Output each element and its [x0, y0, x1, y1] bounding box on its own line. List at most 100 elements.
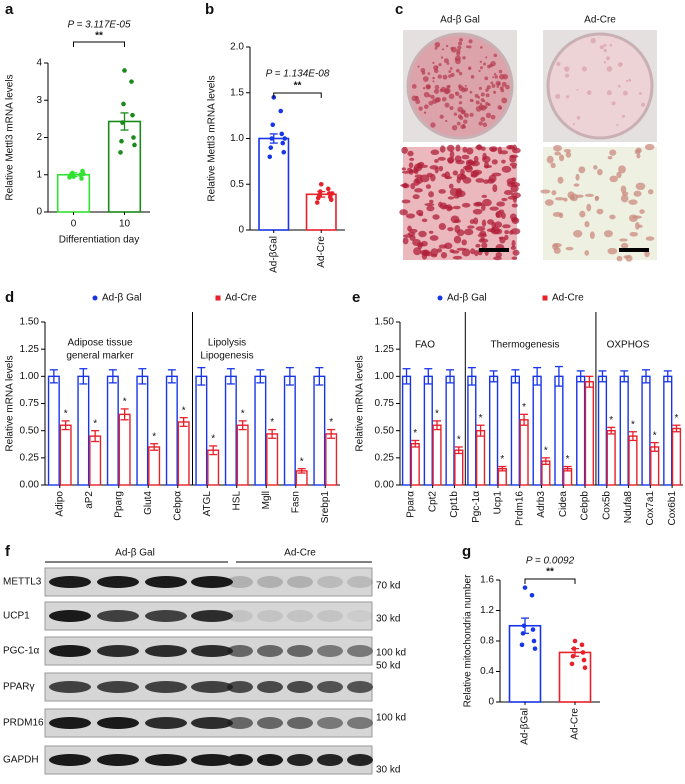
bar: [510, 375, 520, 486]
stain: [464, 84, 467, 87]
cell: [473, 217, 479, 225]
stain: [499, 73, 505, 80]
data-point: [267, 154, 273, 160]
cell: [405, 213, 416, 219]
cell: [629, 231, 639, 237]
stain: [417, 65, 420, 68]
stain: [415, 99, 421, 105]
bar: [519, 419, 529, 486]
stain: [606, 56, 610, 61]
cell: [507, 195, 518, 200]
cell: [575, 194, 584, 198]
y-tick-label: 1.00: [375, 371, 395, 382]
error-bar: [650, 441, 659, 452]
sig-bracket: [73, 41, 125, 47]
stain: [468, 45, 472, 49]
stain: [430, 122, 436, 128]
error-bar: [209, 445, 218, 456]
stain: [621, 114, 626, 118]
stain: [490, 81, 494, 85]
error-bar: [150, 443, 159, 451]
stain: [464, 113, 469, 118]
band: [97, 645, 139, 657]
cell: [436, 248, 443, 253]
stain: [458, 84, 462, 89]
stain: [451, 124, 458, 131]
cell: [546, 155, 554, 164]
x-tick-label: Cox5b: [601, 491, 612, 520]
cell: [401, 146, 408, 154]
cell: [473, 155, 479, 163]
stain: [606, 90, 612, 96]
cell: [554, 151, 561, 156]
stain: [435, 65, 439, 69]
band: [257, 645, 283, 657]
data-point: [581, 657, 587, 663]
band: [97, 754, 139, 766]
cell: [461, 239, 467, 246]
cell: [504, 230, 510, 235]
cell: [578, 166, 586, 174]
cell: [633, 190, 642, 197]
cell: [620, 194, 629, 203]
data-point: [531, 638, 537, 644]
cell: [438, 189, 446, 194]
cell: [489, 146, 498, 152]
stain: [434, 41, 441, 48]
cell: [504, 234, 509, 241]
stain: [479, 102, 483, 106]
bar: [148, 446, 161, 486]
bar: [401, 375, 412, 486]
cell: [438, 244, 448, 249]
cell: [418, 230, 427, 238]
error-bar: [138, 368, 147, 385]
x-axis-title: Differentiation day: [59, 235, 139, 246]
group-label: Lipogenesis: [200, 351, 253, 362]
cell: [609, 149, 617, 156]
significance: *: [479, 413, 483, 424]
x-tick-label: Pgc-1α: [471, 491, 482, 523]
row-label: PRDM16: [3, 718, 44, 729]
stain: [456, 121, 461, 126]
stain: [480, 46, 483, 49]
stain: [483, 105, 488, 109]
cell: [489, 206, 499, 211]
cell: [573, 230, 583, 238]
bar: [671, 427, 682, 486]
cell: [635, 182, 646, 191]
stain: [484, 76, 489, 81]
bar: [177, 421, 190, 486]
data-point: [132, 142, 137, 148]
size-marker: 30 kd: [376, 614, 400, 625]
band: [317, 645, 343, 657]
cell: [481, 219, 487, 227]
cell: [446, 144, 455, 152]
y-tick-label: 1.25: [20, 344, 40, 355]
cell: [621, 191, 629, 196]
x-tick-label: 10: [119, 219, 131, 230]
error-bar: [467, 366, 476, 386]
significance: *: [241, 409, 245, 420]
error-bar: [620, 370, 629, 383]
bar: [410, 443, 420, 486]
cell: [438, 165, 444, 172]
bar: [254, 375, 267, 486]
stain: [462, 56, 466, 60]
stain: [617, 62, 623, 67]
band: [287, 645, 313, 657]
y-tick-label: 0.25: [375, 452, 395, 463]
band: [49, 645, 91, 657]
band: [227, 754, 253, 766]
significance: *: [500, 454, 504, 465]
cell: [575, 173, 580, 181]
bar: [47, 375, 60, 486]
significance: *: [152, 431, 156, 442]
legend-marker: [92, 295, 98, 301]
bar: [663, 375, 673, 486]
bar: [89, 435, 102, 486]
stain: [448, 93, 455, 100]
panel-label: b: [205, 1, 214, 18]
cell: [413, 169, 419, 175]
y-tick-label: 1.2: [480, 605, 494, 616]
cell: [410, 182, 416, 190]
